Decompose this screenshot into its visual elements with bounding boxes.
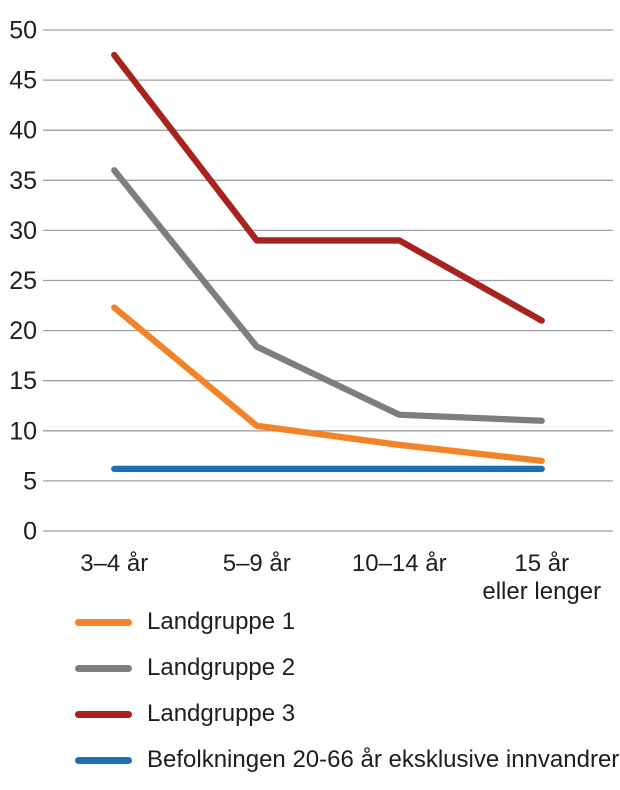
y-axis-tick-label: 15 — [9, 367, 37, 395]
y-axis-tick-label: 50 — [9, 17, 37, 45]
legend-label: Landgruppe 2 — [147, 654, 296, 681]
line-chart: 0 5 10 15 20 25 30 35 40 45 50 3–4 år 5–9 år 10–14 år… — [9, 17, 613, 605]
y-axis-tick-label: 5 — [23, 467, 37, 495]
legend-swatch-landgruppe-1 — [75, 618, 132, 626]
legend-item-landgruppe-1: Landgruppe 1 — [75, 599, 620, 645]
legend-label: Befolkningen 20-66 år eksklusive innvand… — [147, 746, 620, 773]
legend-item-landgruppe-2: Landgruppe 2 — [75, 645, 620, 691]
legend-item-landgruppe-3: Landgruppe 3 — [75, 691, 620, 737]
y-axis-tick-label: 25 — [9, 267, 37, 295]
legend-label: Landgruppe 3 — [147, 700, 296, 727]
legend-swatch-landgruppe-3 — [75, 710, 132, 718]
legend-swatch-landgruppe-2 — [75, 664, 132, 672]
x-axis-category-label: 10–14 år — [352, 550, 447, 577]
series-line-landgruppe-3 — [111, 51, 545, 324]
legend-item-befolkningen-20-66-r-eksklusive-innvandrere: Befolkningen 20-66 år eksklusive innvand… — [75, 737, 620, 783]
legend-label: Landgruppe 1 — [147, 608, 296, 635]
y-axis-tick-label: 0 — [23, 518, 37, 546]
x-axis-category-label: 5–9 år — [223, 550, 291, 577]
y-axis-tick-label: 40 — [9, 117, 37, 145]
series-line-landgruppe-2 — [111, 167, 545, 424]
x-axis-category-label: 15 år — [514, 550, 569, 577]
x-axis-category-label: eller lenger — [482, 578, 601, 605]
legend-swatch-befolkningen-20-66-r-eksklusive-innvandrere — [75, 756, 132, 764]
legend: Landgruppe 1 Landgruppe 2 Landgruppe 3 Befo… — [75, 599, 620, 783]
y-axis-tick-label: 10 — [9, 417, 37, 445]
y-axis-tick-label: 45 — [9, 67, 37, 95]
y-axis-tick-label: 30 — [9, 217, 37, 245]
y-axis-tick-label: 35 — [9, 167, 37, 195]
x-axis-category-label: 3–4 år — [80, 550, 148, 577]
y-axis-tick-label: 20 — [9, 317, 37, 345]
series-line-landgruppe-1 — [111, 304, 545, 465]
